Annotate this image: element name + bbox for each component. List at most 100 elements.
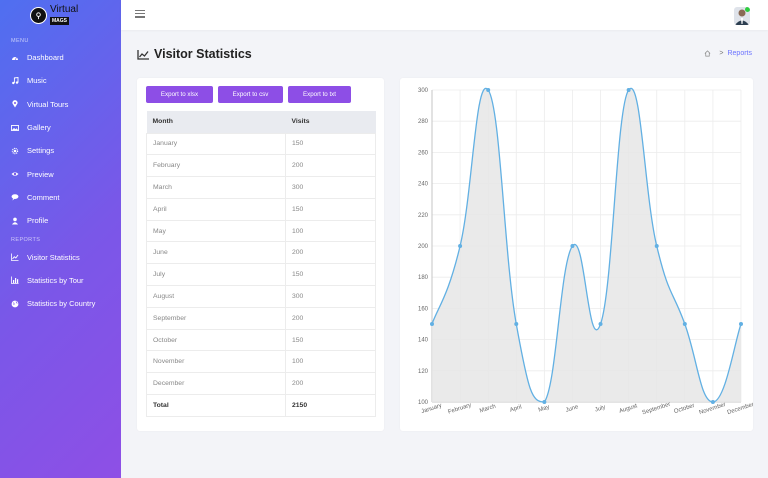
- table-row: September 200: [146, 306, 376, 330]
- breadcrumb-separator: >: [719, 50, 724, 57]
- sidebar: Virtual MAGS MENU Dashboard Music Virtual …: [0, 0, 121, 478]
- sidebar-item-dashboard[interactable]: Dashboard: [0, 46, 121, 69]
- brand-logo[interactable]: Virtual MAGS: [0, 0, 121, 30]
- breadcrumb-reports[interactable]: Reports: [727, 50, 752, 57]
- data-point: [514, 322, 519, 326]
- total-value: 2150: [285, 394, 376, 417]
- home-icon[interactable]: [704, 50, 711, 57]
- y-tick-label: 220: [418, 213, 429, 219]
- sidebar-item-preview[interactable]: Preview: [0, 162, 121, 185]
- data-point: [626, 88, 631, 92]
- column-header-month[interactable]: Month: [146, 111, 286, 133]
- bar-chart-icon: [11, 276, 19, 285]
- x-tick-label: April: [509, 404, 522, 413]
- data-point: [486, 88, 491, 92]
- sidebar-item-statistics-by-country[interactable]: Statistics by Country: [0, 292, 121, 315]
- table-row: August 300: [146, 285, 376, 308]
- cell-month: August: [146, 285, 286, 308]
- cell-visits: 150: [285, 197, 376, 221]
- brand-sub: MAGS: [50, 16, 69, 25]
- x-tick-label: February: [447, 402, 472, 415]
- x-tick-label: March: [479, 404, 497, 415]
- sidebar-item-gallery[interactable]: Gallery: [0, 116, 121, 139]
- chart-card: 100 120 140 160 180 200 220 240 260 280 300 January…: [400, 78, 753, 431]
- table-row: July 150: [146, 263, 376, 287]
- export-txt-button[interactable]: Export to txt: [288, 86, 351, 103]
- sidebar-item-visitor-statistics[interactable]: Visitor Statistics: [0, 245, 121, 268]
- y-tick-label: 180: [418, 275, 429, 281]
- top-bar: [121, 0, 768, 30]
- table-row: February 200: [146, 154, 376, 178]
- cell-visits: 300: [285, 285, 376, 308]
- dashboard-icon: [11, 54, 19, 62]
- sidebar-item-comment[interactable]: Comment: [0, 186, 121, 209]
- table-total-row: Total 2150: [146, 394, 376, 417]
- data-point: [430, 322, 434, 326]
- data-point: [570, 244, 575, 248]
- sidebar-item-statistics-by-tour[interactable]: Statistics by Tour: [0, 269, 121, 292]
- line-chart-icon: [137, 49, 149, 60]
- x-tick-label: September: [642, 402, 672, 417]
- sidebar-item-settings[interactable]: Settings: [0, 139, 121, 162]
- logo-icon: [30, 6, 47, 24]
- cell-visits: 300: [285, 176, 376, 199]
- cell-month: May: [146, 219, 286, 243]
- cell-month: July: [146, 263, 286, 287]
- eye-icon: [11, 170, 19, 178]
- cell-visits: 200: [285, 306, 376, 330]
- sidebar-item-label: Gallery: [27, 123, 51, 133]
- total-label: Total: [146, 394, 286, 417]
- gear-icon: [11, 147, 19, 155]
- comment-icon: [11, 193, 19, 201]
- table-row: May 100: [146, 219, 376, 243]
- area-fill: [432, 88, 741, 402]
- data-point: [654, 244, 659, 248]
- x-tick-label: October: [673, 403, 695, 415]
- data-point: [739, 322, 743, 326]
- brand-name: Virtual: [50, 3, 79, 15]
- export-xlsx-button[interactable]: Export to xlsx: [146, 86, 213, 103]
- cell-month: March: [146, 176, 286, 199]
- table-row: October 150: [146, 328, 376, 352]
- breadcrumb: > Reports: [704, 50, 752, 57]
- sidebar-item-label: Preview: [27, 169, 54, 179]
- cell-month: December: [146, 372, 286, 396]
- data-point: [682, 322, 687, 326]
- y-tick-label: 160: [418, 306, 429, 312]
- sidebar-item-label: Profile: [27, 216, 49, 226]
- sidebar-item-virtual-tours[interactable]: Virtual Tours: [0, 93, 121, 116]
- line-chart-icon: [11, 253, 19, 261]
- menu-toggle-icon[interactable]: [135, 10, 145, 18]
- cell-visits: 100: [285, 350, 376, 374]
- cell-visits: 150: [285, 132, 376, 156]
- sidebar-item-label: Music: [27, 76, 47, 86]
- table-card: Export to xlsx Export to csv Export to t…: [137, 78, 384, 431]
- sidebar-item-music[interactable]: Music: [0, 69, 121, 92]
- export-csv-button[interactable]: Export to csv: [218, 86, 283, 103]
- cell-visits: 150: [285, 328, 376, 352]
- map-pin-icon: [11, 100, 19, 108]
- y-tick-label: 280: [418, 119, 429, 125]
- data-point: [710, 400, 715, 404]
- table-row: December 200: [146, 372, 376, 396]
- column-header-visits[interactable]: Visits: [285, 111, 376, 133]
- user-icon: [11, 217, 19, 225]
- page-title-text: Visitor Statistics: [154, 47, 252, 61]
- visits-area-chart: 100120140160180200220240260280300January…: [418, 87, 753, 417]
- y-tick-label: 120: [418, 369, 429, 375]
- cell-month: October: [146, 328, 286, 352]
- y-tick-label: 240: [418, 182, 429, 188]
- cell-month: September: [146, 306, 286, 330]
- avatar[interactable]: [734, 7, 750, 25]
- cell-visits: 200: [285, 372, 376, 396]
- cell-visits: 100: [285, 219, 376, 243]
- globe-icon: [11, 300, 19, 308]
- sidebar-item-label: Statistics by Tour: [27, 275, 84, 285]
- cell-month: June: [146, 241, 286, 265]
- sidebar-item-profile[interactable]: Profile: [0, 209, 121, 232]
- sidebar-item-label: Visitor Statistics: [27, 252, 80, 262]
- table-row: March 300: [146, 176, 376, 199]
- table-row: January 150: [146, 132, 376, 156]
- cell-month: February: [146, 154, 286, 178]
- x-tick-label: May: [538, 404, 551, 413]
